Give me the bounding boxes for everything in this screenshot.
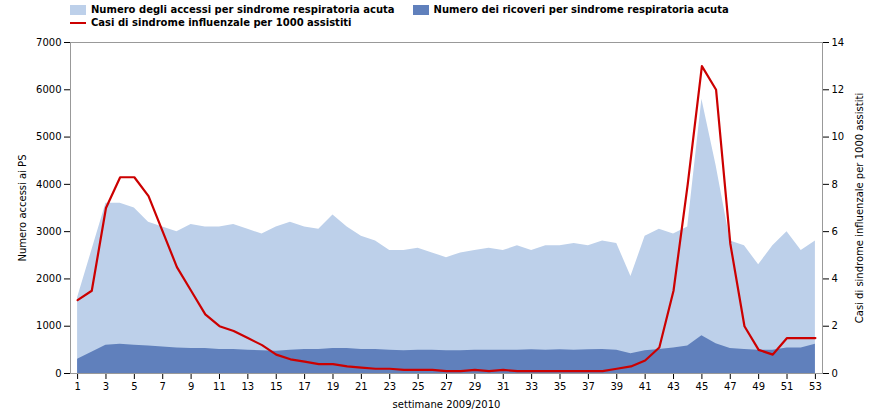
svg-text:1000: 1000	[36, 320, 61, 331]
svg-text:5000: 5000	[36, 131, 61, 142]
svg-text:2: 2	[832, 320, 838, 331]
svg-text:41: 41	[639, 381, 652, 392]
svg-text:6: 6	[832, 226, 838, 237]
svg-text:45: 45	[696, 381, 709, 392]
svg-text:11: 11	[213, 381, 226, 392]
svg-text:51: 51	[781, 381, 794, 392]
svg-text:settimane 2009/2010: settimane 2009/2010	[393, 399, 501, 410]
html-text:Casi di sindrome influenzale p: Casi di sindrome influenzale per 1000 as…	[91, 17, 352, 28]
svg-text:31: 31	[497, 381, 510, 392]
svg-text:4000: 4000	[36, 179, 61, 190]
svg-text:3000: 3000	[36, 226, 61, 237]
svg-text:43: 43	[667, 381, 680, 392]
svg-text:12: 12	[832, 84, 845, 95]
svg-text:23: 23	[383, 381, 396, 392]
svg-text:13: 13	[241, 381, 254, 392]
svg-text:1: 1	[74, 381, 80, 392]
svg-text:8: 8	[832, 179, 838, 190]
svg-text:7000: 7000	[36, 37, 61, 48]
svg-text:27: 27	[440, 381, 453, 392]
svg-text:37: 37	[582, 381, 595, 392]
svg-text:47: 47	[724, 381, 737, 392]
svg-text:3: 3	[103, 381, 109, 392]
svg-text:10: 10	[832, 131, 845, 142]
svg-text:7: 7	[160, 381, 166, 392]
svg-text:25: 25	[412, 381, 425, 392]
svg-text:49: 49	[752, 381, 765, 392]
svg-text:6000: 6000	[36, 84, 61, 95]
svg-text:4: 4	[832, 273, 838, 284]
svg-text:Casi di sindrome influenzale p: Casi di sindrome influenzale per 1000 as…	[854, 93, 865, 323]
svg-text:19: 19	[327, 381, 340, 392]
svg-text:0: 0	[55, 368, 61, 379]
svg-text:9: 9	[188, 381, 194, 392]
svg-text:5: 5	[131, 381, 137, 392]
svg-text:53: 53	[809, 381, 822, 392]
svg-text:0: 0	[832, 368, 838, 379]
svg-text:33: 33	[525, 381, 538, 392]
html-text:Numero degli accessi per sindr: Numero degli accessi per sindrome respir…	[91, 4, 395, 15]
svg-text:39: 39	[610, 381, 623, 392]
svg-text:21: 21	[355, 381, 368, 392]
svg-text:14: 14	[832, 37, 845, 48]
svg-text:29: 29	[469, 381, 482, 392]
svg-text:15: 15	[270, 381, 283, 392]
svg-text:2000: 2000	[36, 273, 61, 284]
svg-text:35: 35	[554, 381, 567, 392]
svg-text:Numero accessi ai PS: Numero accessi ai PS	[17, 154, 28, 261]
svg-text:17: 17	[298, 381, 311, 392]
html-text:Numero dei ricoveri per sindro: Numero dei ricoveri per sindrome respira…	[433, 4, 729, 15]
